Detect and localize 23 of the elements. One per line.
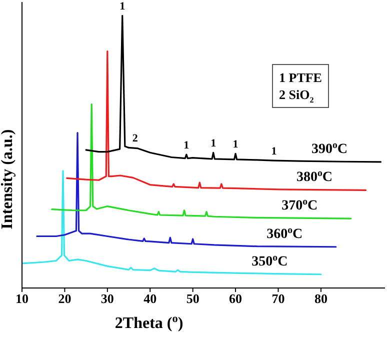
annotation: 2 <box>132 132 138 145</box>
y-axis-title: Intensity (a.u.) <box>0 129 16 230</box>
series-label: 390$^{o}$C <box>311 139 348 157</box>
annotation: 2 SiO$_{2}$ <box>279 86 315 105</box>
x-tick-label: 50 <box>186 291 200 306</box>
x-tick-label: 10 <box>16 291 28 306</box>
annotation: 1 <box>120 0 126 13</box>
annotation: 1 <box>232 138 238 151</box>
annotation: 1 PTFE <box>279 69 322 86</box>
x-tick-label: 80 <box>314 291 328 306</box>
series-label: 350$^{o}$C <box>252 252 288 270</box>
x-tick-label: 70 <box>272 291 285 306</box>
x-tick-label: 20 <box>58 291 72 306</box>
annotation: 1 <box>210 138 216 150</box>
annotation: 1 <box>184 140 190 152</box>
series-label: 380$^{o}$C <box>296 168 333 186</box>
x-tick-label: 40 <box>144 291 157 306</box>
series-label: 360$^{o}$C <box>266 224 303 242</box>
x-axis-title: 2Theta ($^{o}$) <box>114 313 184 332</box>
x-tick-label: 30 <box>100 291 114 306</box>
annotation: 1 <box>271 146 277 158</box>
x-tick-label: 60 <box>229 291 242 306</box>
series-label: 370$^{o}$C <box>282 196 318 214</box>
